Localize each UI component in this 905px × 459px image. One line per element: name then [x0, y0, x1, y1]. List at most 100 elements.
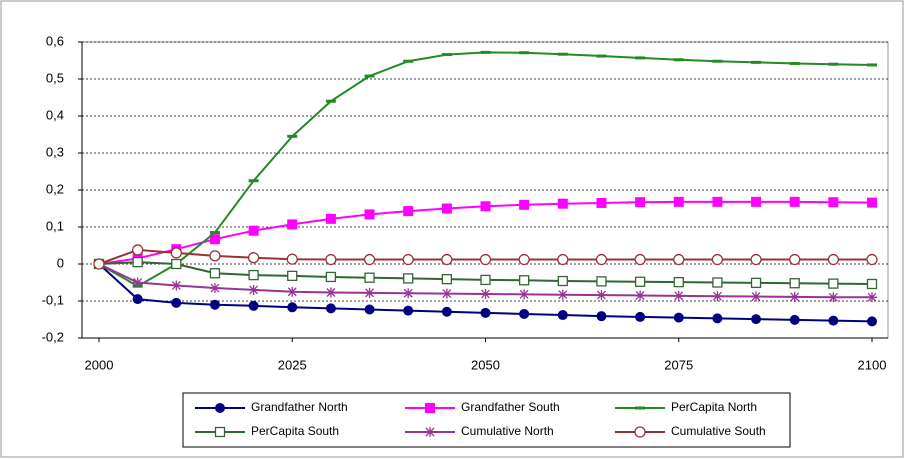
marker — [325, 213, 336, 224]
marker — [248, 225, 259, 236]
x-tick-label: 2075 — [664, 357, 693, 372]
marker — [441, 274, 453, 285]
y-tick-label: 0,6 — [46, 33, 64, 48]
marker — [403, 273, 414, 284]
marker — [215, 403, 225, 413]
marker — [634, 426, 646, 438]
marker — [596, 311, 607, 322]
marker — [479, 253, 492, 266]
marker — [712, 277, 723, 288]
marker — [363, 253, 376, 266]
marker — [751, 291, 762, 302]
marker — [132, 256, 143, 268]
x-tick-label: 2100 — [858, 357, 887, 372]
y-tick-label: 0,3 — [46, 144, 64, 159]
marker — [789, 196, 800, 207]
marker — [132, 294, 143, 305]
marker — [557, 289, 568, 300]
y-tick-label: -0,2 — [42, 329, 64, 344]
marker — [364, 209, 375, 220]
marker — [214, 426, 226, 438]
marker — [751, 314, 762, 325]
marker — [325, 253, 337, 266]
marker — [828, 292, 839, 303]
marker — [712, 196, 723, 207]
marker — [712, 313, 723, 324]
marker — [287, 286, 298, 297]
marker — [403, 206, 414, 217]
marker — [596, 290, 607, 301]
marker — [247, 252, 260, 264]
x-tick-label: 2000 — [85, 357, 114, 372]
marker — [287, 302, 298, 313]
marker — [789, 278, 800, 289]
legend-label: PerCapita South — [251, 424, 339, 438]
marker — [828, 278, 839, 289]
marker — [209, 268, 221, 279]
marker — [519, 289, 530, 300]
marker — [673, 196, 684, 207]
marker — [789, 253, 801, 266]
marker — [364, 272, 375, 283]
marker — [828, 197, 839, 208]
x-tick-label: 2050 — [471, 357, 500, 372]
marker — [425, 427, 435, 437]
marker — [712, 291, 723, 302]
marker — [635, 290, 646, 301]
marker — [557, 198, 568, 209]
marker — [635, 197, 646, 208]
marker — [673, 276, 684, 288]
marker — [518, 253, 530, 266]
marker — [364, 304, 375, 315]
marker — [403, 288, 414, 299]
marker — [441, 288, 452, 299]
marker — [635, 311, 646, 322]
marker — [711, 253, 724, 266]
marker — [132, 277, 143, 288]
marker — [480, 274, 491, 286]
marker — [209, 234, 220, 245]
marker — [248, 300, 259, 311]
marker — [248, 269, 259, 281]
marker — [287, 219, 298, 230]
marker — [867, 197, 877, 208]
marker — [789, 291, 800, 302]
marker — [364, 287, 375, 298]
marker — [827, 253, 839, 266]
marker — [866, 253, 878, 266]
marker — [634, 276, 646, 287]
marker — [93, 258, 105, 270]
marker — [866, 278, 878, 290]
marker — [209, 283, 220, 294]
marker — [673, 312, 684, 323]
marker — [557, 275, 568, 287]
x-tick-label: 2025 — [278, 357, 307, 372]
legend-label: Cumulative North — [461, 424, 554, 438]
marker — [131, 244, 144, 256]
legend-label: Grandfather South — [461, 400, 560, 414]
y-tick-label: -0,1 — [42, 292, 64, 307]
marker — [325, 287, 336, 298]
marker — [519, 308, 530, 319]
marker — [480, 201, 491, 212]
legend-label: PerCapita North — [671, 400, 757, 414]
marker — [286, 253, 298, 265]
marker — [595, 253, 608, 266]
y-tick-label: 0,1 — [46, 218, 64, 233]
y-tick-label: 0,5 — [46, 70, 64, 85]
marker — [441, 306, 452, 317]
marker — [519, 275, 530, 286]
marker — [673, 253, 685, 266]
marker — [171, 258, 182, 270]
marker — [209, 250, 221, 262]
marker — [480, 288, 491, 299]
marker — [750, 253, 762, 266]
y-tick-label: 0 — [57, 255, 64, 270]
marker — [596, 276, 607, 287]
marker — [596, 197, 607, 208]
y-tick-label: 0,4 — [46, 107, 64, 122]
marker — [519, 199, 530, 210]
legend-box — [182, 392, 791, 448]
marker — [751, 196, 762, 207]
